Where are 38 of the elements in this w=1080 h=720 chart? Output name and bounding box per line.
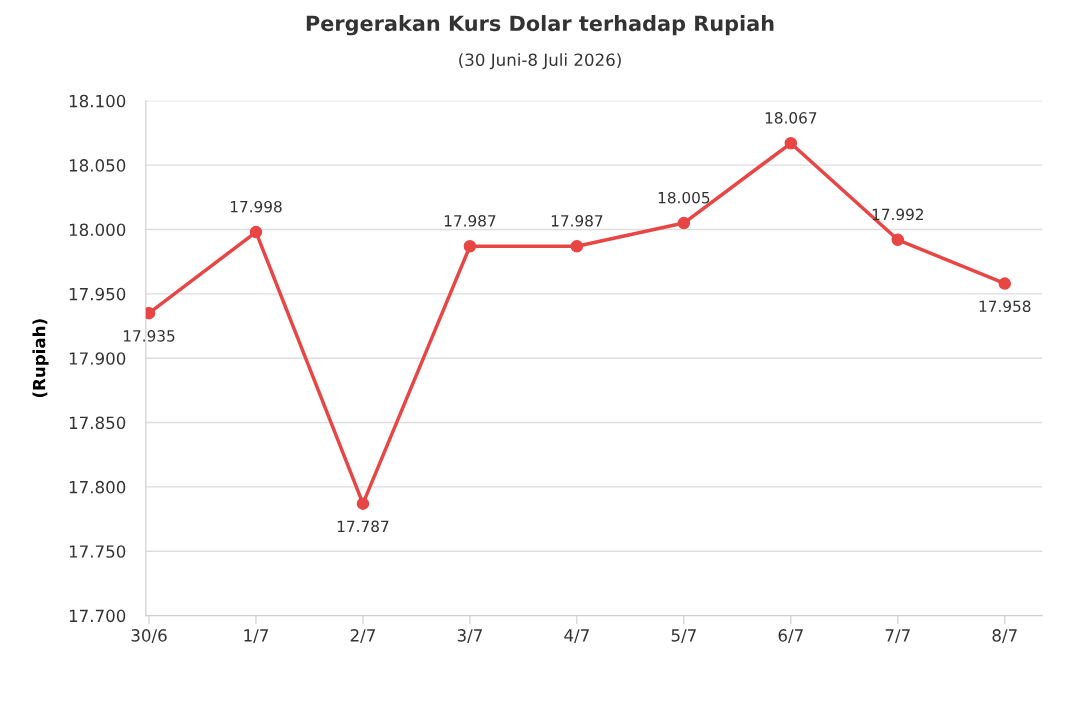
x-tick-label: 4/7	[564, 629, 589, 644]
y-axis-title: (Rupiah)	[32, 319, 49, 398]
point	[891, 233, 905, 247]
x-tick-label: 6/7	[778, 629, 803, 644]
y-tick-label: 17.950	[69, 287, 126, 301]
y-tick-label: 17.900	[69, 352, 126, 365]
x-tick-label: 5/7	[671, 629, 696, 644]
x-tick-label: 3/7	[457, 629, 482, 644]
point	[784, 137, 798, 150]
data-label: 17.987	[551, 215, 603, 227]
y-tick-label: 17.800	[69, 480, 126, 494]
point	[463, 239, 477, 253]
point	[570, 239, 584, 253]
x-tick-label: 1/7	[244, 629, 268, 644]
chart-subtitle: (30 Juni-8 Juli 2026)	[459, 53, 621, 70]
data-label: 18.005	[658, 191, 710, 204]
y-tick-label: 18.000	[69, 223, 126, 237]
data-label: 17.992	[872, 208, 923, 221]
point	[677, 216, 691, 230]
y-tick-label: 17.850	[69, 416, 126, 430]
data-label: 17.987	[444, 215, 496, 227]
y-tick-label: 17.750	[69, 545, 126, 558]
x-tick-label: 7/7	[885, 629, 910, 644]
point	[356, 497, 370, 510]
y-tick-label: 17.700	[69, 609, 126, 623]
data-label: 17.935	[123, 330, 175, 342]
x-tick-label: 2/7	[350, 629, 375, 644]
x-tick-label: 30/6	[131, 629, 167, 644]
y-tick-label: 18.050	[69, 159, 126, 172]
data-label: 17.787	[337, 520, 389, 533]
point	[249, 225, 263, 239]
data-label: 17.998	[230, 200, 282, 213]
data-label: 17.958	[979, 300, 1031, 313]
point	[998, 277, 1012, 290]
chart-title: Pergerakan Kurs Dolar terhadap Rupiah	[306, 15, 774, 36]
x-tick-label: 8/7	[992, 629, 1017, 644]
data-label: 18.067	[765, 112, 817, 124]
y-tick-label: 18.100	[69, 94, 126, 108]
